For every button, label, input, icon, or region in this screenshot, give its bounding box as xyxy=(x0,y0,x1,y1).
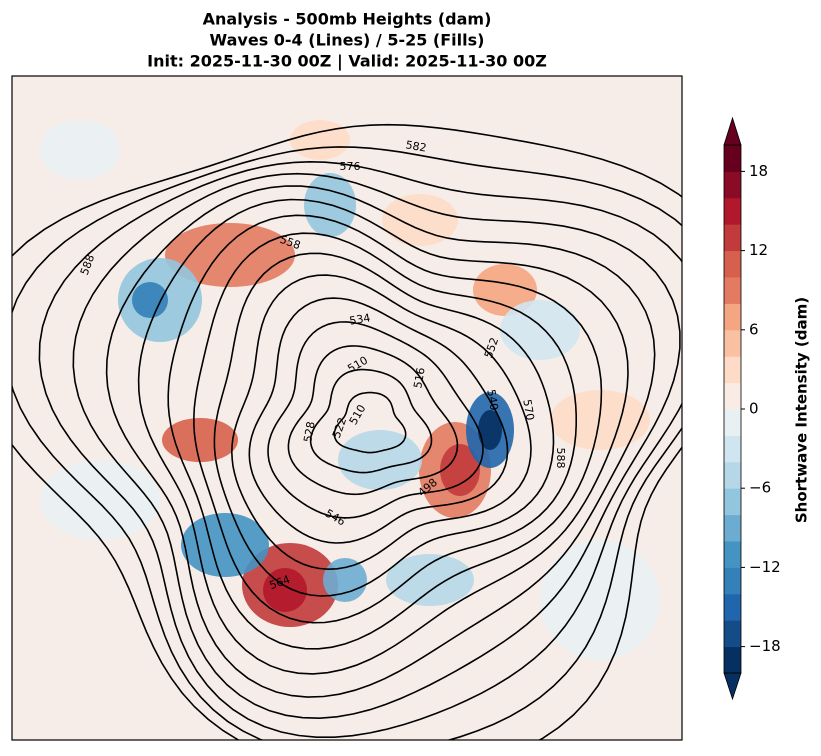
colorbar-tick-label: 6 xyxy=(749,320,759,338)
colorbar-bin xyxy=(724,277,741,304)
colorbar-bin xyxy=(724,461,741,489)
colorbar-label: Shortwave Intensity (dam) xyxy=(793,297,811,523)
colorbar-bin xyxy=(724,382,741,410)
shortwave-fill xyxy=(440,444,480,496)
shortwave-fill xyxy=(478,410,502,450)
title-line: Analysis - 500mb Heights (dam) xyxy=(203,10,492,29)
colorbar-bin xyxy=(724,356,741,384)
height-contour xyxy=(72,172,681,720)
colorbar-bin xyxy=(724,250,741,278)
colorbar-bin xyxy=(724,620,741,648)
height-contour xyxy=(38,160,682,738)
height-contour xyxy=(333,391,407,454)
height-contour xyxy=(105,185,656,698)
colorbar-tick-label: 0 xyxy=(749,400,759,418)
height-contour xyxy=(12,146,682,740)
contour-label: 516 xyxy=(411,366,427,389)
colorbar-tick-label: −6 xyxy=(749,479,771,497)
colorbar-bin xyxy=(724,224,741,252)
contour-label: 576 xyxy=(340,160,361,173)
contour-label: 534 xyxy=(348,311,371,327)
height-contour xyxy=(193,232,577,624)
height-contour xyxy=(287,345,459,496)
shortwave-fill xyxy=(382,194,458,246)
shortwave-fill xyxy=(540,540,660,660)
colorbar-bin xyxy=(724,145,741,172)
contour-label: 540 xyxy=(484,388,500,411)
height-contour xyxy=(309,368,433,474)
height-contour xyxy=(12,123,682,740)
colorbar-tick-label: −18 xyxy=(749,637,781,655)
shortwave-fill xyxy=(40,460,160,540)
contour-label: 528 xyxy=(301,420,317,443)
shortwave-fill xyxy=(500,300,580,360)
shortwave-fill xyxy=(132,282,168,318)
title-line: Waves 0-4 (Lines) / 5-25 (Fills) xyxy=(210,31,485,50)
colorbar-bin xyxy=(724,409,741,436)
contour-label: 582 xyxy=(405,138,428,154)
colorbar-bin xyxy=(724,303,741,331)
height-contour xyxy=(230,274,532,571)
colorbar-tick-label: −12 xyxy=(749,558,781,576)
shortwave-fill xyxy=(386,554,474,606)
contour-label: 570 xyxy=(520,398,536,421)
height-contour xyxy=(137,198,629,675)
contour-label: 588 xyxy=(554,448,567,469)
height-contour xyxy=(267,321,484,519)
height-contour xyxy=(167,214,603,650)
colorbar-bin xyxy=(724,488,741,516)
colorbar-bin xyxy=(724,514,741,542)
shortwave-fill xyxy=(550,390,650,450)
colorbar-tick-label: 12 xyxy=(749,241,768,259)
colorbar-bin xyxy=(724,171,741,199)
colorbar-bin xyxy=(724,435,741,463)
colorbar-tick-label: 18 xyxy=(749,162,768,180)
shortwave-fill xyxy=(40,120,120,180)
height-contour xyxy=(248,297,509,544)
colorbar-bin xyxy=(724,593,741,621)
height-contour xyxy=(213,252,555,597)
shortwave-fill xyxy=(181,513,269,577)
colorbar-bin xyxy=(724,541,741,568)
colorbar-bin xyxy=(724,567,741,595)
title-line: Init: 2025-11-30 00Z | Valid: 2025-11-30… xyxy=(147,52,547,72)
shortwave-fill xyxy=(338,430,422,490)
shortwave-fill xyxy=(290,120,350,160)
colorbar: −18 −12 −6 0 6 12 18 xyxy=(723,116,781,701)
shortwave-fill xyxy=(162,418,238,462)
colorbar-bin xyxy=(724,329,741,357)
colorbar-extend-min xyxy=(723,672,742,701)
map-frame xyxy=(11,75,683,741)
shortwave-fill xyxy=(165,223,295,287)
colorbar-extend-max xyxy=(723,116,742,146)
shortwave-fill xyxy=(473,264,537,316)
colorbar-bin xyxy=(724,197,741,225)
colorbar-bin xyxy=(724,646,741,674)
